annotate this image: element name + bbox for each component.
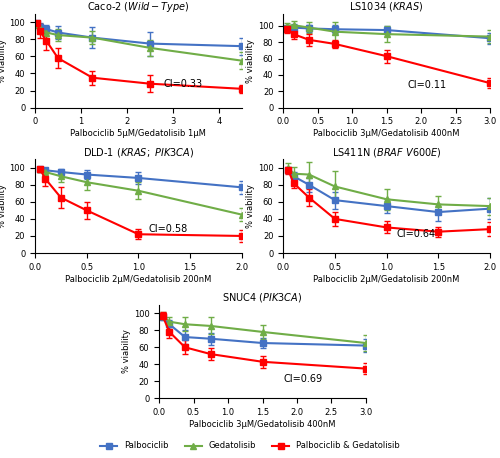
X-axis label: Palbociclib 2μM/Gedatolisib 200nM: Palbociclib 2μM/Gedatolisib 200nM [314, 274, 460, 284]
X-axis label: Palbociclib 2μM/Gedatolisib 200nM: Palbociclib 2μM/Gedatolisib 200nM [65, 274, 212, 284]
Title: SNUC4 ($\it{PIK3CA}$): SNUC4 ($\it{PIK3CA}$) [222, 291, 302, 304]
X-axis label: Palbociclib 3μM/Gedatolisib 400nM: Palbociclib 3μM/Gedatolisib 400nM [189, 420, 336, 429]
X-axis label: Palbociclib 5μM/Gedatolisib 1μM: Palbociclib 5μM/Gedatolisib 1μM [70, 129, 206, 138]
Text: CI=0.69: CI=0.69 [283, 374, 323, 384]
Y-axis label: % viability: % viability [122, 330, 131, 373]
Title: LS411N ($\it{BRAF\ V600E}$): LS411N ($\it{BRAF\ V600E}$) [332, 146, 442, 158]
Text: CI=0.11: CI=0.11 [408, 80, 447, 90]
Text: CI=0.58: CI=0.58 [149, 224, 188, 234]
Title: DLD-1 ($\it{KRAS;\ PIK3CA}$): DLD-1 ($\it{KRAS;\ PIK3CA}$) [83, 146, 194, 158]
Y-axis label: % viability: % viability [246, 184, 255, 228]
Text: CI=0.64: CI=0.64 [397, 229, 436, 239]
X-axis label: Palbociclib 3μM/Gedatolisib 400nM: Palbociclib 3μM/Gedatolisib 400nM [314, 129, 460, 138]
Y-axis label: % viability: % viability [0, 184, 7, 228]
Y-axis label: % viability: % viability [0, 39, 7, 82]
Y-axis label: % viability: % viability [246, 39, 255, 82]
Title: LS1034 ($\it{KRAS}$): LS1034 ($\it{KRAS}$) [350, 0, 424, 13]
Legend: Palbociclib, Gedatolisib, Palbociclib & Gedatolisib: Palbociclib, Gedatolisib, Palbociclib & … [97, 438, 403, 454]
Text: CI=0.33: CI=0.33 [164, 79, 203, 89]
Title: Caco-2 ($\it{Wild-Type}$): Caco-2 ($\it{Wild-Type}$) [87, 0, 190, 14]
